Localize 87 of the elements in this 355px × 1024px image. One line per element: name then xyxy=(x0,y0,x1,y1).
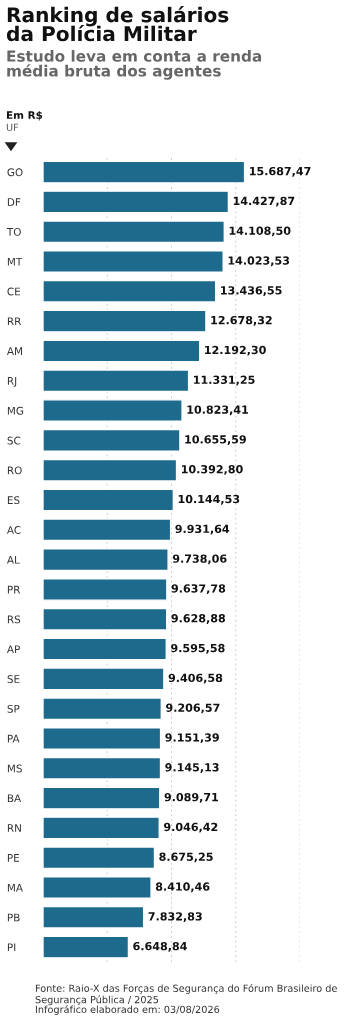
data-label: 9.406,58 xyxy=(168,673,223,684)
y-tick-label: ES xyxy=(7,496,20,505)
bar xyxy=(43,637,167,661)
y-tick-label: RN xyxy=(7,824,21,832)
y-tick-label: PA xyxy=(7,734,20,743)
y-tick-label: AP xyxy=(6,645,20,653)
y-tick-label: MT xyxy=(7,257,23,266)
data-label: 9.931,64 xyxy=(175,524,230,535)
bar xyxy=(43,607,168,631)
data-label: 12.192,30 xyxy=(205,345,266,356)
bar xyxy=(43,250,224,273)
bar xyxy=(43,190,230,214)
y-tick-label: MG xyxy=(7,406,24,415)
data-label: 10.655,59 xyxy=(185,435,246,446)
y-tick-label: RO xyxy=(7,466,22,475)
data-label: 11.331,25 xyxy=(194,375,255,386)
y-tick-label: CE xyxy=(7,287,21,296)
bar xyxy=(43,548,169,572)
bar xyxy=(43,816,160,840)
data-label: 9.145,13 xyxy=(165,763,219,773)
data-label: 14.108,50 xyxy=(229,226,291,237)
data-label: 9.151,39 xyxy=(165,733,219,744)
bar xyxy=(43,667,165,691)
data-label: 10.823,41 xyxy=(187,405,249,416)
data-label: 9.595,58 xyxy=(171,643,225,654)
data-label: 9.637,78 xyxy=(171,584,226,595)
text: Infográfico elaborado em: 03/08/2026 xyxy=(35,1005,220,1015)
bar xyxy=(43,905,145,929)
y-tick-label: MS xyxy=(7,764,22,773)
data-label: 10.392,80 xyxy=(181,465,243,475)
y-tick-label: RS xyxy=(7,615,21,624)
data-label: 9.206,57 xyxy=(166,703,220,714)
y-tick-label: PI xyxy=(7,943,16,952)
bar xyxy=(43,339,201,363)
data-label: 8.675,25 xyxy=(159,852,213,863)
chart-subtitle: Estudo leva em conta a renda média bruta dos agentes xyxy=(7,50,262,80)
data-label: 9.089,71 xyxy=(164,792,219,803)
data-label: 9.738,06 xyxy=(172,554,227,565)
bar xyxy=(43,160,246,184)
y-tick-label: AC xyxy=(6,526,21,534)
y-tick-label: RR xyxy=(7,317,22,326)
data-label: 12.678,32 xyxy=(211,315,272,326)
bar xyxy=(43,220,225,244)
y-tick-label: DF xyxy=(7,198,21,206)
source-note: Fonte: Raio-X das Forças de Segurança do Fórum Brasileiro de Segurança Pública / 2025 xyxy=(35,984,337,1006)
bar xyxy=(43,369,190,393)
bar xyxy=(43,577,168,601)
bar xyxy=(43,309,207,333)
bar xyxy=(43,786,161,810)
y-tick-label: PB xyxy=(7,913,20,922)
data-label: 9.628,88 xyxy=(171,614,226,624)
data-label: 15.687,47 xyxy=(250,166,311,177)
y-tick-label: TO xyxy=(6,227,21,236)
y-tick-label: GO xyxy=(7,168,23,177)
y-tick-label: BA xyxy=(7,794,22,803)
y-tick-label: AM xyxy=(6,347,22,355)
bar xyxy=(43,846,156,870)
data-label: 7.832,83 xyxy=(148,912,202,922)
bar xyxy=(43,727,162,750)
chart-title: Ranking de salários da Polícia Militar xyxy=(6,6,229,42)
data-label: 8.410,46 xyxy=(155,882,210,893)
y-tick-label: MA xyxy=(7,883,23,892)
y-tick-label: AL xyxy=(6,555,20,564)
bar xyxy=(43,488,175,512)
text: Em R$ xyxy=(6,110,43,121)
y-tick-label: SP xyxy=(7,704,20,713)
bar xyxy=(43,935,130,959)
y-tick-label: SE xyxy=(7,675,20,683)
y-axis-title: UF xyxy=(6,123,19,132)
bar xyxy=(43,518,172,542)
data-label: 9.046,42 xyxy=(163,822,218,833)
bar xyxy=(43,458,178,482)
bar xyxy=(43,279,217,303)
y-tick-label: RJ xyxy=(7,377,17,387)
bar xyxy=(43,399,183,422)
data-label: 6.648,84 xyxy=(133,941,187,952)
data-label: 10.144,53 xyxy=(178,494,240,505)
bar xyxy=(43,876,152,899)
bar xyxy=(43,428,181,452)
y-tick-label: SC xyxy=(7,436,21,445)
data-label: 14.023,53 xyxy=(228,256,290,267)
bar xyxy=(43,697,162,721)
data-label: 14.427,87 xyxy=(233,196,295,207)
y-tick-label: PR xyxy=(7,585,21,594)
data-label: 13.436,55 xyxy=(221,286,282,296)
bar xyxy=(43,756,162,780)
y-tick-label: PE xyxy=(7,854,20,862)
